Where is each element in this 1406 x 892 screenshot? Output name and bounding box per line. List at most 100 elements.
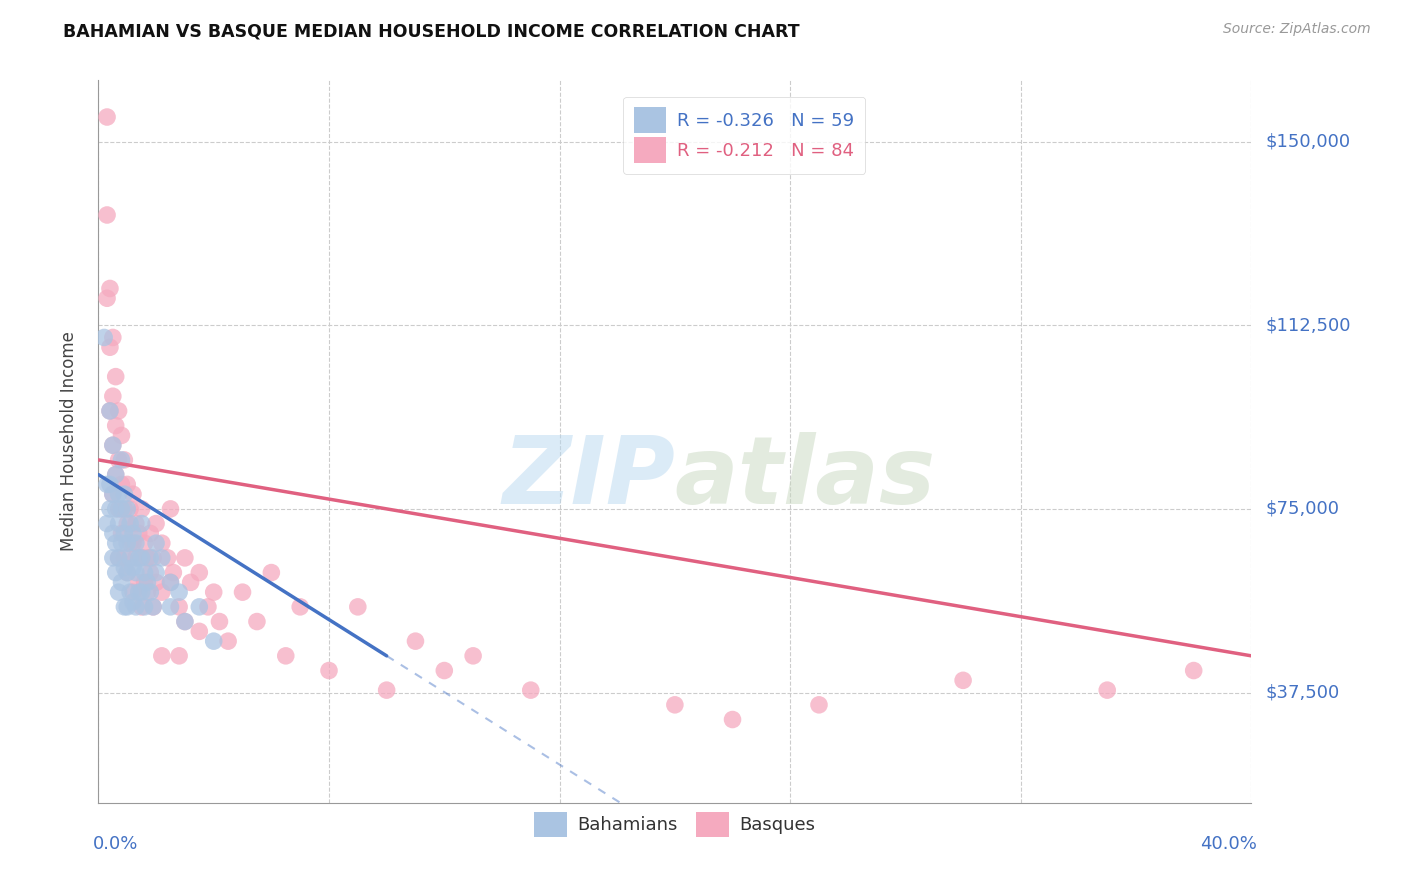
Point bbox=[150, 585, 173, 599]
Point bbox=[125, 566, 148, 580]
Point bbox=[98, 502, 121, 516]
Text: $37,500: $37,500 bbox=[1265, 683, 1340, 702]
Point bbox=[159, 599, 181, 614]
Point bbox=[96, 208, 118, 222]
Point bbox=[98, 477, 121, 491]
Point bbox=[274, 648, 297, 663]
Point bbox=[117, 566, 139, 580]
Point bbox=[117, 516, 139, 531]
Point bbox=[721, 713, 744, 727]
Point bbox=[112, 453, 135, 467]
Point bbox=[104, 502, 127, 516]
Point bbox=[110, 428, 132, 442]
Point bbox=[150, 536, 173, 550]
Point bbox=[375, 683, 398, 698]
Point bbox=[346, 599, 368, 614]
Point bbox=[112, 526, 135, 541]
Point bbox=[120, 502, 142, 516]
Point bbox=[156, 550, 179, 565]
Point bbox=[117, 599, 139, 614]
Text: Source: ZipAtlas.com: Source: ZipAtlas.com bbox=[1223, 22, 1371, 37]
Point bbox=[122, 536, 145, 550]
Point bbox=[122, 595, 145, 609]
Point bbox=[104, 369, 127, 384]
Point bbox=[134, 599, 156, 614]
Point bbox=[150, 648, 173, 663]
Point bbox=[246, 615, 269, 629]
Point bbox=[142, 599, 165, 614]
Point bbox=[131, 550, 153, 565]
Point bbox=[122, 526, 145, 541]
Point bbox=[520, 683, 543, 698]
Point bbox=[174, 550, 197, 565]
Point bbox=[231, 585, 254, 599]
Point bbox=[117, 477, 139, 491]
Point bbox=[128, 550, 150, 565]
Point bbox=[142, 550, 165, 565]
Point bbox=[202, 585, 225, 599]
Point bbox=[180, 575, 202, 590]
Point bbox=[128, 526, 150, 541]
Point bbox=[167, 599, 190, 614]
Point bbox=[174, 615, 197, 629]
Point bbox=[433, 664, 456, 678]
Text: BAHAMIAN VS BASQUE MEDIAN HOUSEHOLD INCOME CORRELATION CHART: BAHAMIAN VS BASQUE MEDIAN HOUSEHOLD INCO… bbox=[63, 22, 800, 40]
Point bbox=[134, 575, 156, 590]
Point bbox=[112, 560, 135, 574]
Point bbox=[131, 502, 153, 516]
Point bbox=[110, 575, 132, 590]
Point bbox=[107, 585, 129, 599]
Point bbox=[120, 516, 142, 531]
Point bbox=[808, 698, 831, 712]
Text: $112,500: $112,500 bbox=[1265, 316, 1351, 334]
Point bbox=[98, 404, 121, 418]
Point bbox=[318, 664, 340, 678]
Point bbox=[145, 575, 167, 590]
Point bbox=[110, 453, 132, 467]
Point bbox=[162, 566, 184, 580]
Point bbox=[122, 585, 145, 599]
Point bbox=[104, 467, 127, 482]
Point bbox=[290, 599, 312, 614]
Point bbox=[145, 566, 167, 580]
Point bbox=[125, 599, 148, 614]
Point bbox=[104, 566, 127, 580]
Point bbox=[139, 550, 162, 565]
Point bbox=[202, 634, 225, 648]
Y-axis label: Median Household Income: Median Household Income bbox=[59, 332, 77, 551]
Point bbox=[101, 330, 124, 344]
Text: $150,000: $150,000 bbox=[1265, 133, 1350, 151]
Text: ZIP: ZIP bbox=[502, 432, 675, 524]
Point bbox=[136, 575, 159, 590]
Text: atlas: atlas bbox=[675, 432, 936, 524]
Point bbox=[112, 599, 135, 614]
Point bbox=[131, 585, 153, 599]
Point bbox=[107, 453, 129, 467]
Point bbox=[159, 575, 181, 590]
Point bbox=[107, 487, 129, 501]
Point bbox=[107, 404, 129, 418]
Point bbox=[128, 585, 150, 599]
Point bbox=[136, 585, 159, 599]
Point bbox=[101, 438, 124, 452]
Point bbox=[134, 566, 156, 580]
Point bbox=[101, 550, 124, 565]
Point bbox=[110, 502, 132, 516]
Text: 0.0%: 0.0% bbox=[93, 835, 138, 854]
Point bbox=[117, 502, 139, 516]
Point bbox=[461, 648, 484, 663]
Point bbox=[139, 526, 162, 541]
Point bbox=[112, 487, 135, 501]
Point bbox=[150, 550, 173, 565]
Point bbox=[145, 536, 167, 550]
Point bbox=[125, 536, 148, 550]
Point bbox=[107, 550, 129, 565]
Point bbox=[159, 575, 181, 590]
Point bbox=[136, 550, 159, 565]
Point bbox=[98, 404, 121, 418]
Point bbox=[101, 389, 124, 403]
Point bbox=[664, 698, 686, 712]
Point bbox=[260, 566, 283, 580]
Point bbox=[197, 599, 219, 614]
Point bbox=[405, 634, 427, 648]
